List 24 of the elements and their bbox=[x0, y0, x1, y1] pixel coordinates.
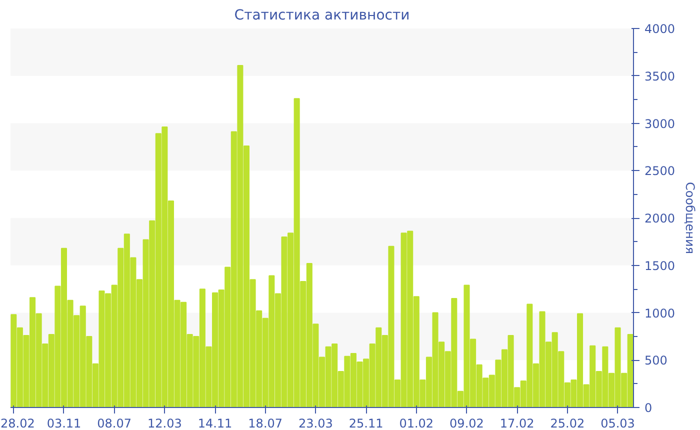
y-tick-label: 2000 bbox=[644, 212, 676, 226]
x-tick-label: 23.03 bbox=[298, 416, 333, 430]
y-tick-label: 3000 bbox=[644, 116, 676, 131]
x-tick-label: 25.02 bbox=[550, 416, 585, 430]
y-tick-label: 4000 bbox=[644, 22, 676, 36]
x-tick-label: 12.03 bbox=[148, 416, 182, 430]
y-tick-label: 500 bbox=[644, 354, 668, 368]
x-tick-label: 09.02 bbox=[450, 416, 484, 430]
y-tick-label: 1000 bbox=[644, 306, 676, 320]
x-tick-label: 17.02 bbox=[500, 416, 534, 430]
x-tick-label: 28.02 bbox=[0, 416, 35, 430]
y-tick-label: 1500 bbox=[644, 258, 676, 273]
x-tick-label: 08.07 bbox=[97, 416, 132, 430]
y-tick-label: 0 bbox=[644, 401, 652, 415]
x-tick-label: 01.02 bbox=[399, 416, 434, 430]
x-tick-label: 25.11 bbox=[348, 416, 384, 430]
x-tick-label: 03.11 bbox=[46, 416, 82, 430]
x-tick-label: 14.11 bbox=[198, 416, 232, 430]
y-tick-label: 3500 bbox=[644, 69, 676, 84]
x-tick-label: 18.07 bbox=[248, 416, 283, 430]
chart-title: Статистика активности bbox=[234, 8, 410, 24]
y-axis-title: Сообщения bbox=[683, 182, 698, 254]
x-tick-label: 05.03 bbox=[600, 416, 635, 430]
y-tick-label: 2500 bbox=[644, 164, 676, 178]
